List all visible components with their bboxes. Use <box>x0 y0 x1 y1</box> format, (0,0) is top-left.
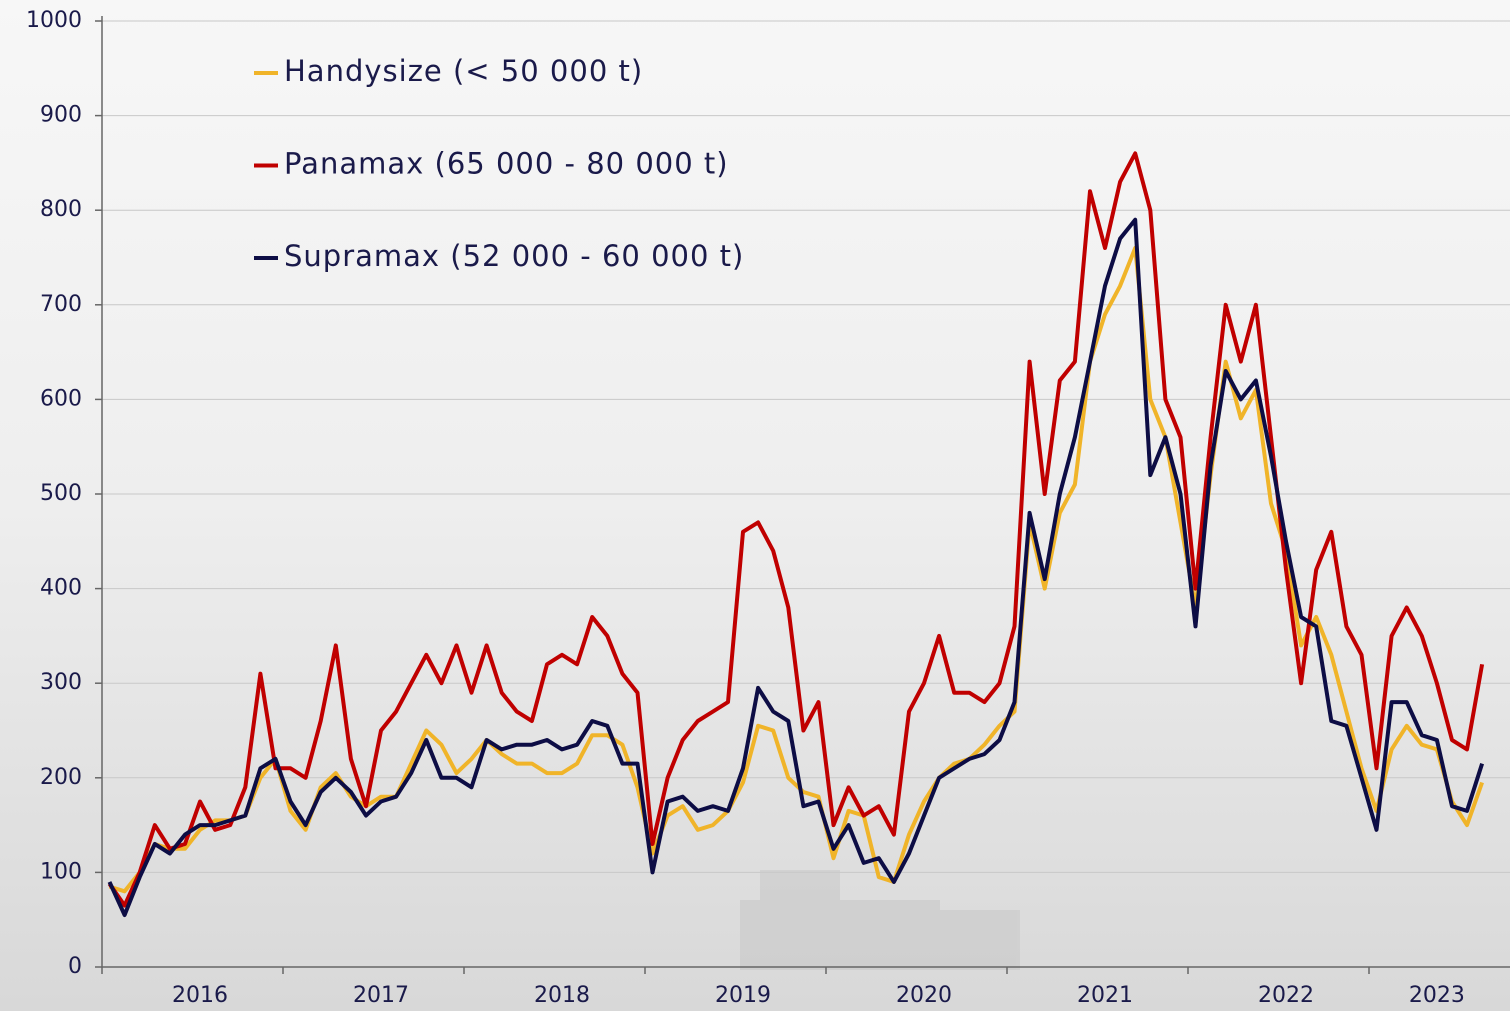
y-tick-label: 900 <box>40 103 82 128</box>
y-tick-label: 100 <box>40 859 82 884</box>
chart: 0 100 200 300 400 500 600 700 800 900 1000 2016 2017… <box>0 0 1510 1011</box>
y-tick-label: 800 <box>40 197 82 222</box>
x-tick-label: 2018 <box>534 983 590 1008</box>
legend-label: Supramax (52 000 - 60 000 t) <box>284 239 744 273</box>
x-tick-label: 2017 <box>353 983 409 1008</box>
y-tick-label: 200 <box>40 765 82 790</box>
y-tick-label: 300 <box>40 670 82 695</box>
legend-label: Panamax (65 000 - 80 000 t) <box>284 147 729 181</box>
legend-label: Handysize (< 50 000 t) <box>284 54 643 88</box>
x-tick-label: 2020 <box>896 983 952 1008</box>
y-tick-label: 700 <box>40 292 82 317</box>
x-tick-label: 2022 <box>1258 983 1314 1008</box>
y-tick-label: 600 <box>40 386 82 411</box>
x-tick-label: 2019 <box>715 983 771 1008</box>
x-tick-label: 2021 <box>1077 983 1133 1008</box>
x-tick-label: 2023 <box>1409 983 1465 1008</box>
x-tick-label: 2016 <box>172 983 228 1008</box>
y-tick-label: 400 <box>40 576 82 601</box>
y-tick-label: 0 <box>68 954 82 979</box>
background <box>0 0 1510 1011</box>
y-tick-label: 500 <box>40 481 82 506</box>
y-tick-label: 1000 <box>26 8 82 33</box>
